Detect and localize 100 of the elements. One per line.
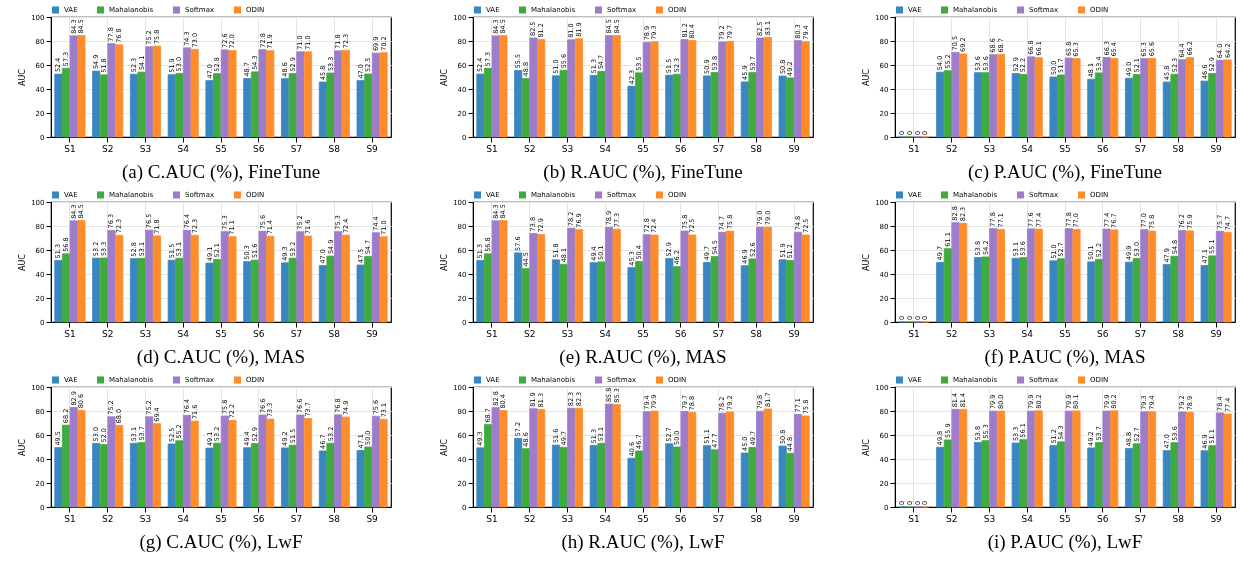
bar (258, 414, 267, 508)
y-axis-title: AUC (18, 253, 28, 271)
x-tick-label: S5 (215, 513, 227, 524)
bar (665, 74, 674, 138)
bar (1148, 57, 1157, 138)
bar (801, 234, 810, 323)
text: (i) P.AUC (%), LwF (987, 531, 1143, 553)
bar (364, 73, 373, 138)
bar (514, 70, 523, 138)
bar (680, 230, 689, 323)
x-tick-label: S8 (1172, 143, 1185, 154)
bar (115, 425, 124, 508)
x-tick-label: S5 (637, 143, 649, 154)
bar (1185, 230, 1194, 323)
bar (1148, 411, 1157, 508)
bar (296, 231, 305, 323)
bar (137, 257, 146, 323)
x-tick-label: S4 (1021, 143, 1034, 154)
bar (243, 78, 252, 138)
x-tick-label: S7 (1134, 328, 1147, 339)
bar (288, 73, 297, 138)
bar (1200, 80, 1209, 138)
bar (959, 222, 968, 323)
x-tick-label: S5 (215, 143, 227, 154)
bar (597, 261, 606, 323)
y-axis-title: AUC (862, 438, 872, 456)
bar (936, 261, 945, 323)
bar (115, 234, 124, 323)
x-tick-label: S5 (1059, 328, 1071, 339)
bar (266, 418, 275, 508)
x-tick-label: S1 (64, 143, 76, 154)
bar (989, 410, 998, 508)
bar (718, 412, 727, 508)
bar (537, 39, 546, 138)
bar (537, 409, 546, 508)
bar (92, 70, 101, 138)
bar (559, 69, 568, 138)
bar (778, 445, 787, 508)
bar (364, 255, 373, 323)
text: (d) C.AUC (%), MAS (136, 346, 306, 368)
bar (650, 41, 659, 138)
y-axis-title: AUC (862, 253, 872, 271)
bar (710, 449, 719, 508)
bar (589, 262, 598, 323)
bar (665, 443, 674, 508)
bar (574, 229, 583, 323)
bar (680, 39, 689, 138)
bar (529, 37, 538, 138)
bar (726, 411, 735, 508)
x-tick-label: S2 (101, 143, 114, 154)
bar (756, 410, 765, 508)
bar (959, 408, 968, 508)
x-tick-label: S7 (290, 143, 303, 154)
bar (1148, 230, 1157, 323)
x-tick-label: S8 (328, 328, 341, 339)
x-tick-label: S4 (1021, 513, 1034, 524)
x-tick-label: S1 (486, 143, 498, 154)
bar (190, 420, 199, 508)
bar (1057, 258, 1066, 323)
y-axis-title: AUC (440, 438, 450, 456)
x-tick-label: S2 (101, 328, 114, 339)
bar (756, 37, 765, 138)
x-tick-label: S4 (177, 143, 190, 154)
bar (1011, 73, 1020, 138)
x-tick-label: S4 (177, 328, 190, 339)
x-tick-label: S3 (139, 328, 152, 339)
bar (951, 222, 960, 323)
bar (951, 52, 960, 138)
bar (1208, 73, 1217, 138)
bar (1140, 58, 1149, 138)
bar (1102, 410, 1111, 508)
bar (1102, 57, 1111, 138)
bar (1208, 255, 1217, 323)
bar (688, 40, 697, 138)
bar (1223, 59, 1232, 138)
bar (726, 230, 735, 323)
bar (627, 457, 636, 508)
x-tick-label: S5 (637, 328, 649, 339)
bar (213, 73, 222, 138)
x-tick-label: S8 (1172, 513, 1185, 524)
bar (650, 410, 659, 508)
bar (589, 75, 598, 138)
bar (996, 410, 1005, 508)
bar (243, 447, 252, 508)
bar (476, 73, 485, 138)
x-tick-label: S8 (1172, 328, 1185, 339)
bar (635, 72, 644, 138)
bar (228, 419, 237, 508)
bar (996, 229, 1005, 323)
bar (559, 263, 568, 323)
bar (304, 235, 313, 323)
bar (152, 423, 161, 508)
text: (a) C.AUC (%), FineTune (121, 161, 321, 183)
bar (334, 231, 343, 323)
bar (589, 445, 598, 508)
y-axis-title: AUC (440, 68, 450, 86)
bar (567, 407, 576, 508)
bar (537, 234, 546, 323)
text: (c) P.AUC (%), FineTune (967, 161, 1163, 183)
x-tick-label: S3 (983, 143, 996, 154)
